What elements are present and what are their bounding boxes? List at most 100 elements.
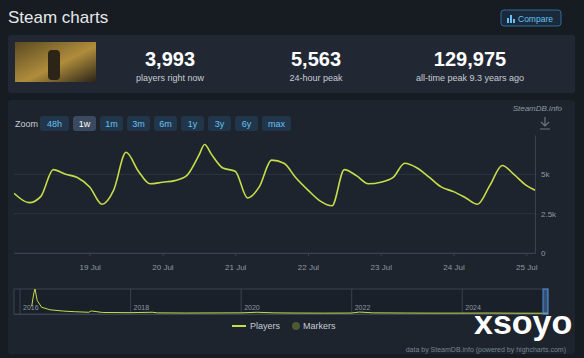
tick: 2018 <box>131 289 150 314</box>
y-axis-line <box>535 136 536 254</box>
zoom-button[interactable]: max <box>262 116 291 131</box>
credits: data by SteamDB.info (powered by highcha… <box>406 346 566 354</box>
tick-mark <box>130 289 131 314</box>
zoom-button-label[interactable]: 6m <box>159 119 172 129</box>
zoom-button[interactable]: 6y <box>235 116 258 131</box>
tick-label: 0 <box>541 249 546 258</box>
download-icon[interactable] <box>540 117 550 129</box>
zoom-button[interactable]: 1y <box>181 116 204 131</box>
tick: 25 Jul <box>516 253 538 272</box>
navigator-axis-line <box>15 314 549 315</box>
zoom-button-box[interactable] <box>154 116 177 131</box>
tick: 20 Jul <box>152 253 174 272</box>
legend-label[interactable]: Markers <box>303 321 336 331</box>
zoom-button-label[interactable]: 48h <box>47 119 62 129</box>
legend-item[interactable]: Markers <box>292 321 336 331</box>
zoom-button-label[interactable]: 1m <box>105 119 118 129</box>
tick-label: 22 Jul <box>298 263 320 272</box>
tick-label: 23 Jul <box>371 263 393 272</box>
tick: 23 Jul <box>371 253 393 272</box>
tick-label: 2020 <box>244 304 260 311</box>
zoom-button-label[interactable]: 3y <box>215 119 225 129</box>
game-thumbnail <box>15 42 96 82</box>
zoom-button-box[interactable] <box>40 116 69 131</box>
stat-label: all-time peak 9.3 years ago <box>416 73 524 83</box>
zoom-button-box[interactable] <box>100 116 123 131</box>
tick-mark <box>241 289 242 314</box>
tick-label: 2.5k <box>541 210 557 219</box>
y-axis: 0 2.5k 5k <box>535 136 557 259</box>
zoom-button-label[interactable]: 3m <box>132 119 145 129</box>
tick-label: 24 Jul <box>443 263 465 272</box>
tick-mark <box>526 253 527 256</box>
stat-label: 24-hour peak <box>289 73 343 83</box>
zoom-button-box[interactable] <box>127 116 150 131</box>
navigator-line <box>32 289 548 313</box>
legend-symbol[interactable] <box>232 325 246 327</box>
zoom-button[interactable]: 3y <box>208 116 231 131</box>
tick: 2022 <box>352 289 371 314</box>
navigator-plot <box>32 289 548 313</box>
tick-label: 19 Jul <box>79 263 101 272</box>
compare-label[interactable]: Compare <box>518 14 553 24</box>
source-label: SteamDB.info <box>513 104 563 113</box>
tick-mark <box>20 289 21 314</box>
tick: 24 Jul <box>443 253 465 272</box>
zoom-button-label[interactable]: 1w <box>79 119 91 129</box>
tick: 5k <box>535 170 550 179</box>
page: Steam charts Compare 3,993 players right no… <box>0 0 584 358</box>
zoom-button-box[interactable] <box>262 116 291 131</box>
legend-symbol[interactable] <box>292 322 300 330</box>
legend-label[interactable]: Players <box>250 321 281 331</box>
stat-value: 5,563 <box>291 48 341 70</box>
zoom-button-box[interactable] <box>208 116 231 131</box>
grid-line <box>14 174 535 175</box>
legend: Players Markers <box>232 321 336 331</box>
zoom-button[interactable]: 1m <box>100 116 123 131</box>
download-button[interactable] <box>540 117 550 129</box>
zoom-label: Zoom <box>15 119 38 129</box>
tick: 2.5k <box>535 210 557 219</box>
compare-icon[interactable] <box>507 18 509 23</box>
stats-box <box>8 35 575 93</box>
zoom-button-box[interactable] <box>181 116 204 131</box>
tick-mark <box>454 253 455 256</box>
chart-box <box>8 100 575 354</box>
tick-mark <box>381 253 382 256</box>
compare-button-box[interactable] <box>501 10 561 26</box>
zoom-button[interactable]: 1w <box>73 116 96 131</box>
x-axis: 19 Jul 20 Jul 21 Jul 22 Jul 23 Jul 24 Jul 25 J… <box>15 253 538 272</box>
stat-value: 129,975 <box>434 48 506 70</box>
navigator-frame <box>14 289 548 314</box>
tick-mark <box>351 289 352 314</box>
zoom-button[interactable]: 3m <box>127 116 150 131</box>
navigator-axis: 20162018202020222024 <box>15 289 549 315</box>
compare-icon[interactable] <box>510 15 512 23</box>
page-background <box>0 0 584 358</box>
zoom-button[interactable]: 6m <box>154 116 177 131</box>
zoom-button[interactable]: 48h <box>40 116 69 131</box>
tick: 2020 <box>241 289 260 314</box>
compare-icon[interactable] <box>513 19 515 23</box>
zoom-button-box[interactable] <box>235 116 258 131</box>
tick: 22 Jul <box>298 253 320 272</box>
tick-label: 2016 <box>23 304 39 311</box>
zoom-button-label[interactable]: max <box>268 119 286 129</box>
legend-item[interactable]: Players <box>232 321 281 331</box>
grid-line <box>14 253 535 254</box>
compare-button[interactable]: Compare <box>501 10 561 26</box>
stat-value: 3,993 <box>145 48 195 70</box>
tick-label: 2018 <box>134 304 150 311</box>
zoom-button-box[interactable] <box>73 116 96 131</box>
x-axis-line <box>15 253 536 254</box>
stat-label: players right now <box>136 73 205 83</box>
tick-label: 21 Jul <box>225 263 247 272</box>
page-title: Steam charts <box>8 8 108 27</box>
zoom-button-label[interactable]: 1y <box>188 119 198 129</box>
grid-line <box>14 213 535 214</box>
tick-mark <box>162 253 163 256</box>
tick-label: 5k <box>541 170 550 179</box>
tick: 21 Jul <box>225 253 247 272</box>
zoom-button-label[interactable]: 6y <box>242 119 252 129</box>
tick-label: 25 Jul <box>516 263 538 272</box>
